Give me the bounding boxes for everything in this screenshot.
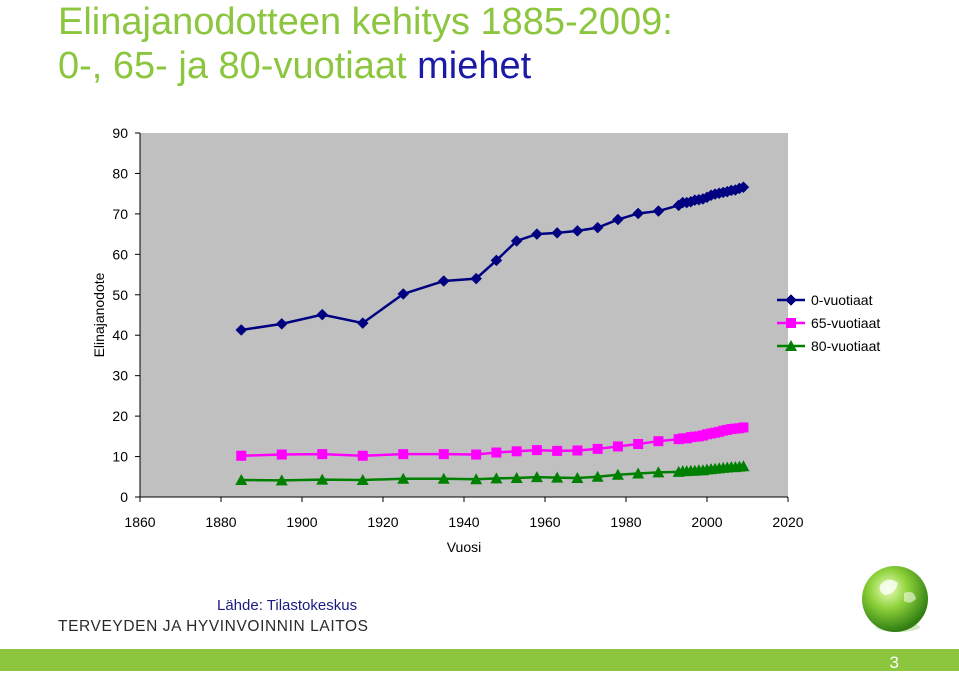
data-point (397, 472, 410, 484)
series-80-vuotiaat (235, 460, 750, 486)
data-point (632, 207, 645, 220)
data-point (437, 472, 450, 484)
page-number: 3 (889, 653, 899, 672)
x-tick-label: 1880 (205, 514, 236, 530)
y-tick-label: 40 (112, 327, 128, 343)
y-tick-label: 30 (112, 368, 128, 384)
data-point (397, 288, 410, 300)
page-title: Elinajanodotteen kehitys 1885-2009: 0-, … (58, 0, 673, 88)
title-line-2-prefix: 0-, 65- ja 80-vuotiaat (58, 45, 407, 87)
legend-label: 80-vuotiaat (811, 338, 880, 354)
data-point (275, 474, 288, 486)
data-point (591, 221, 604, 234)
data-point (438, 449, 449, 460)
data-point (531, 445, 542, 456)
data-point (471, 449, 482, 460)
data-point (530, 471, 543, 483)
y-axis-title: Elinajanodote (91, 272, 107, 357)
data-point (612, 213, 624, 226)
data-point (510, 235, 523, 247)
y-tick-label: 10 (112, 449, 128, 465)
data-point (612, 441, 623, 452)
data-point (571, 225, 584, 237)
x-axis-title: Vuosi (447, 539, 482, 555)
data-point (490, 472, 503, 484)
x-tick-label: 2000 (691, 514, 722, 530)
data-point (356, 474, 369, 486)
y-tick-label: 90 (112, 125, 128, 141)
data-point (551, 227, 564, 239)
data-point (317, 449, 328, 460)
data-point (653, 436, 664, 447)
data-point (276, 449, 287, 460)
y-tick-label: 60 (112, 246, 128, 262)
data-point (572, 445, 583, 456)
data-point (356, 317, 369, 329)
data-point (357, 450, 368, 461)
legend-label: 65-vuotiaat (811, 315, 880, 331)
data-point (437, 275, 450, 287)
data-point (737, 460, 750, 472)
data-point (510, 471, 523, 483)
x-tick-label: 1980 (610, 514, 641, 530)
data-point (738, 422, 749, 433)
data-point (652, 466, 665, 478)
title-line-2: 0-, 65- ja 80-vuotiaat miehet (58, 44, 673, 88)
series-0-vuotiaat (235, 181, 750, 336)
data-point (551, 471, 564, 483)
data-point (592, 443, 603, 454)
legend-marker (785, 294, 797, 306)
source-label: Lähde: Tilastokeskus (217, 597, 358, 614)
data-point (611, 468, 624, 480)
data-point (511, 446, 522, 457)
data-point (316, 308, 329, 321)
data-point (275, 318, 288, 330)
x-tick-label: 1960 (529, 514, 560, 530)
data-point (235, 474, 248, 486)
series-65-vuotiaat (236, 422, 749, 461)
data-point (552, 445, 563, 456)
y-tick-label: 70 (112, 206, 128, 222)
legend-marker (786, 318, 796, 328)
data-point (633, 439, 644, 450)
data-point (316, 473, 329, 485)
data-point (490, 254, 503, 267)
data-point (737, 181, 750, 194)
x-tick-label: 1900 (286, 514, 317, 530)
data-point (571, 471, 584, 483)
legend-marker (785, 340, 797, 351)
footer-bar (0, 649, 959, 671)
green-sphere-logo-icon (862, 566, 928, 632)
y-tick-label: 50 (112, 287, 128, 303)
data-point (632, 467, 645, 479)
data-point (235, 324, 248, 336)
title-line-1: Elinajanodotteen kehitys 1885-2009: (58, 1, 673, 43)
legend-label: 0-vuotiaat (811, 292, 873, 308)
data-point (470, 272, 483, 285)
title-highlight: miehet (417, 45, 532, 87)
data-point (236, 450, 247, 461)
x-tick-label: 1920 (367, 514, 398, 530)
data-point (398, 449, 409, 460)
y-tick-label: 20 (112, 408, 128, 424)
data-point (591, 470, 604, 482)
data-point (652, 205, 665, 217)
organization-name: TERVEYDEN JA HYVINVOINNIN LAITOS (58, 618, 369, 635)
y-tick-label: 0 (120, 489, 128, 505)
y-tick-label: 80 (112, 165, 128, 181)
x-tick-label: 1860 (124, 514, 155, 530)
life-expectancy-chart: 0 10 20 30 40 50 60 70 80 90 1860 1880 1900 1920 1940 1… (91, 125, 880, 555)
x-tick-label: 2020 (772, 514, 803, 530)
data-point (470, 473, 483, 485)
x-tick-label: 1940 (448, 514, 479, 530)
data-point (531, 228, 543, 240)
data-point (491, 447, 502, 458)
